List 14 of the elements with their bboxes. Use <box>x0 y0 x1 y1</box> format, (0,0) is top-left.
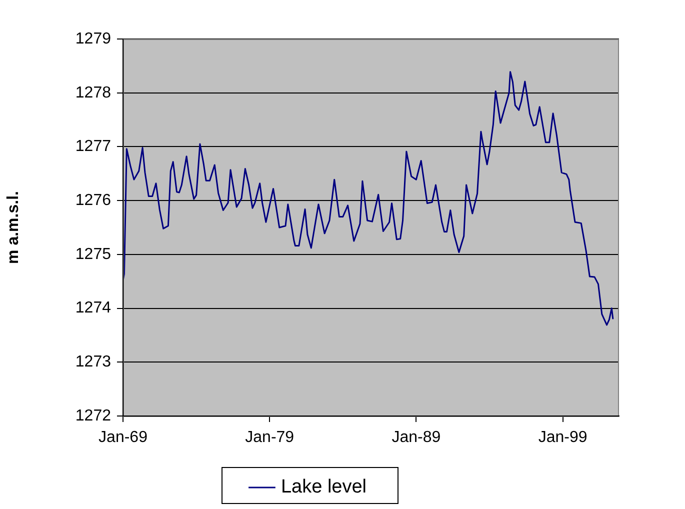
y-tick-label: 1275 <box>75 246 112 263</box>
y-axis-title: m a.m.s.l. <box>5 191 22 264</box>
y-tick-label: 1279 <box>75 30 112 48</box>
y-tick-label: 1272 <box>75 407 112 424</box>
x-tick-label: Jan-69 <box>98 429 148 446</box>
legend-label: Lake level <box>280 476 367 498</box>
y-tick-label: 1273 <box>75 354 112 371</box>
y-tick-label: 1278 <box>75 84 112 102</box>
y-tick-label: 1277 <box>75 138 112 156</box>
x-tick-label: Jan-89 <box>392 429 441 446</box>
x-tick-label: Jan-99 <box>538 429 588 446</box>
y-tick-label: 1274 <box>75 300 112 317</box>
y-tick-label: 1276 <box>75 192 112 209</box>
x-tick-label: Jan-79 <box>245 429 294 446</box>
